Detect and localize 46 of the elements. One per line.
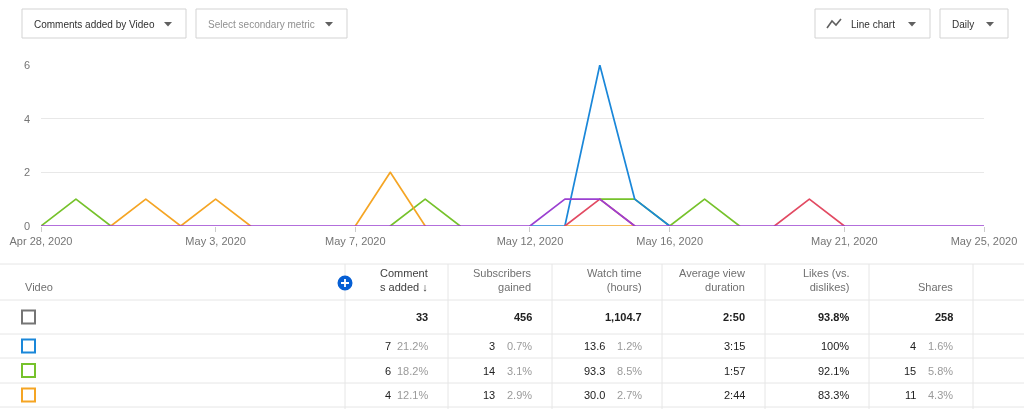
category-label: Average view duration bbox=[679, 267, 745, 294]
x-tick-label: May 16, 2020 bbox=[636, 235, 703, 248]
text: 3:15 bbox=[724, 340, 746, 352]
x-tick-label: Apr 28, 2020 bbox=[9, 235, 73, 248]
text: Comments added by Video bbox=[34, 19, 155, 30]
text: 2:50 bbox=[723, 311, 746, 323]
text: 83.3% bbox=[818, 389, 850, 401]
category-label: Watch time (hours) bbox=[587, 267, 642, 294]
category-label: Subscribers gained bbox=[473, 267, 532, 294]
category-label: Video bbox=[25, 281, 53, 293]
y-tick-label: 4 bbox=[23, 112, 30, 125]
category-label: Comment s added ↓ bbox=[380, 267, 428, 294]
text: 93.8% bbox=[818, 311, 850, 323]
text: 4 1.6% bbox=[910, 340, 954, 352]
text: 13.6 1.2% bbox=[584, 340, 643, 352]
x-tick-label: May 12, 2020 bbox=[496, 235, 564, 248]
text: 7 21.2% bbox=[385, 340, 429, 352]
text: 13 2.9% bbox=[483, 389, 533, 401]
text: 3 0.7% bbox=[489, 340, 533, 352]
text: 14 3.1% bbox=[483, 365, 533, 377]
text: 93.3 8.5% bbox=[584, 365, 643, 377]
category-label: Shares bbox=[918, 281, 954, 293]
text: 6 18.2% bbox=[385, 365, 429, 377]
x-tick-label: May 25, 2020 bbox=[950, 235, 1018, 248]
text: 258 bbox=[935, 311, 954, 323]
text: Select secondary metric bbox=[208, 19, 315, 30]
y-tick-label: 6 bbox=[23, 58, 30, 71]
x-tick-label: May 7, 2020 bbox=[325, 235, 386, 248]
text: 33 bbox=[416, 311, 429, 323]
text: 92.1% bbox=[818, 365, 850, 377]
category-label: Likes (vs. dislikes) bbox=[803, 267, 850, 294]
text: 456 bbox=[514, 311, 533, 323]
y-tick-label: 2 bbox=[23, 166, 30, 179]
text: Daily bbox=[952, 19, 975, 30]
text: 1,104.7 bbox=[605, 311, 642, 323]
x-tick-label: May 21, 2020 bbox=[810, 235, 878, 248]
text: 30.0 2.7% bbox=[584, 389, 643, 401]
text: 1:57 bbox=[724, 365, 746, 377]
x-tick-label: May 3, 2020 bbox=[185, 235, 246, 248]
text: 4 12.1% bbox=[385, 389, 429, 401]
text: 100% bbox=[821, 340, 850, 352]
text: 15 5.8% bbox=[904, 365, 954, 377]
text: 2:44 bbox=[724, 389, 746, 401]
y-tick-label: 0 bbox=[23, 219, 30, 232]
text: 11 4.3% bbox=[905, 389, 954, 401]
text: Line chart bbox=[851, 19, 896, 30]
